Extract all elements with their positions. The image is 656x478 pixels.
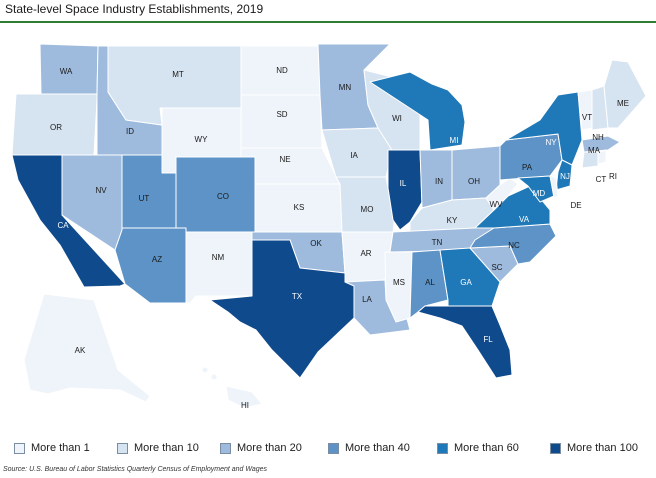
state-DE[interactable] <box>549 175 559 199</box>
label-MT: MT <box>172 70 184 79</box>
label-IL: IL <box>400 179 407 188</box>
label-NC: NC <box>508 241 520 250</box>
label-NH: NH <box>592 133 604 142</box>
state-NJ[interactable] <box>555 159 573 191</box>
legend-swatch <box>117 442 128 454</box>
label-WI: WI <box>392 114 402 123</box>
label-SD: SD <box>276 110 287 119</box>
state-AZ[interactable] <box>114 227 187 304</box>
legend-swatch <box>14 442 25 454</box>
label-CT: CT <box>596 175 607 184</box>
label-IA: IA <box>350 151 358 160</box>
state-MA[interactable] <box>581 135 621 153</box>
label-CA: CA <box>57 221 69 230</box>
label-AL: AL <box>425 278 435 287</box>
label-NM: NM <box>212 253 225 262</box>
label-TX: TX <box>292 292 303 301</box>
legend-item: More than 60 <box>437 441 519 455</box>
legend-label: More than 10 <box>134 442 199 454</box>
label-VT: VT <box>582 113 592 122</box>
state-MS[interactable] <box>384 251 413 323</box>
label-ID: ID <box>126 127 134 136</box>
label-NY: NY <box>545 138 557 147</box>
state-HI[interactable] <box>225 385 263 409</box>
label-MN: MN <box>339 83 352 92</box>
state-NE[interactable] <box>240 147 341 185</box>
state-NC[interactable] <box>469 223 557 265</box>
us-map: WA OR CA ID NV MT WY UT CO AZ NM ND SD N… <box>0 24 656 432</box>
label-NJ: NJ <box>560 172 570 181</box>
legend-item: More than 100 <box>550 441 638 455</box>
hawaii-island <box>201 366 209 374</box>
state-TX[interactable] <box>209 239 355 379</box>
legend-item: More than 1 <box>14 441 90 455</box>
label-RI: RI <box>609 172 617 181</box>
label-UT: UT <box>139 194 150 203</box>
map-title: State-level Space Industry Establishment… <box>5 2 264 16</box>
label-KS: KS <box>294 203 305 212</box>
label-VA: VA <box>519 215 530 224</box>
label-MA: MA <box>588 146 601 155</box>
legend-label: More than 100 <box>567 442 638 454</box>
label-WA: WA <box>60 67 73 76</box>
label-MS: MS <box>393 278 405 287</box>
label-TN: TN <box>432 238 443 247</box>
state-WV[interactable] <box>485 177 519 211</box>
state-SD[interactable] <box>240 94 323 149</box>
label-AK: AK <box>75 346 86 355</box>
label-HI: HI <box>241 401 249 410</box>
us-map-svg: WA OR CA ID NV MT WY UT CO AZ NM ND SD N… <box>11 43 647 410</box>
label-NV: NV <box>95 186 107 195</box>
legend-swatch <box>328 442 339 454</box>
label-LA: LA <box>362 295 372 304</box>
state-AK[interactable] <box>23 293 151 403</box>
label-PA: PA <box>522 163 533 172</box>
label-AR: AR <box>360 249 371 258</box>
state-MI[interactable] <box>369 71 466 151</box>
label-WY: WY <box>195 135 209 144</box>
legend-swatch <box>437 442 448 454</box>
state-CT[interactable] <box>581 151 599 169</box>
label-MD: MD <box>533 189 546 198</box>
source-note: Source: U.S. Bureau of Labor Statistics … <box>3 466 268 473</box>
state-CO[interactable] <box>175 156 256 233</box>
legend-label: More than 60 <box>454 442 519 454</box>
label-NE: NE <box>279 155 290 164</box>
label-SC: SC <box>491 263 502 272</box>
label-AZ: AZ <box>152 255 162 264</box>
legend: More than 1 More than 10 More than 20 Mo… <box>14 441 654 457</box>
label-MI: MI <box>450 136 459 145</box>
label-OK: OK <box>310 239 322 248</box>
legend-label: More than 40 <box>345 442 410 454</box>
state-FL[interactable] <box>417 305 513 379</box>
state-NM[interactable] <box>185 231 253 304</box>
label-ND: ND <box>276 66 288 75</box>
label-ME: ME <box>617 99 629 108</box>
label-KY: KY <box>447 216 458 225</box>
label-GA: GA <box>460 278 472 287</box>
hawaii-island <box>210 373 218 381</box>
legend-item: More than 20 <box>220 441 302 455</box>
label-OH: OH <box>468 177 480 186</box>
title-rule <box>0 21 656 23</box>
label-FL: FL <box>483 335 493 344</box>
legend-item: More than 40 <box>328 441 410 455</box>
state-RI[interactable] <box>597 149 607 165</box>
label-WV: WV <box>490 200 504 209</box>
label-CO: CO <box>217 192 229 201</box>
state-ME[interactable] <box>603 59 647 129</box>
legend-swatch <box>220 442 231 454</box>
label-IN: IN <box>435 177 443 186</box>
label-MO: MO <box>361 205 374 214</box>
legend-item: More than 10 <box>117 441 199 455</box>
legend-label: More than 20 <box>237 442 302 454</box>
label-DE: DE <box>570 201 581 210</box>
state-OR[interactable] <box>11 93 98 156</box>
state-MD[interactable] <box>517 175 555 203</box>
label-OR: OR <box>50 123 62 132</box>
legend-label: More than 1 <box>31 442 90 454</box>
legend-swatch <box>550 442 561 454</box>
